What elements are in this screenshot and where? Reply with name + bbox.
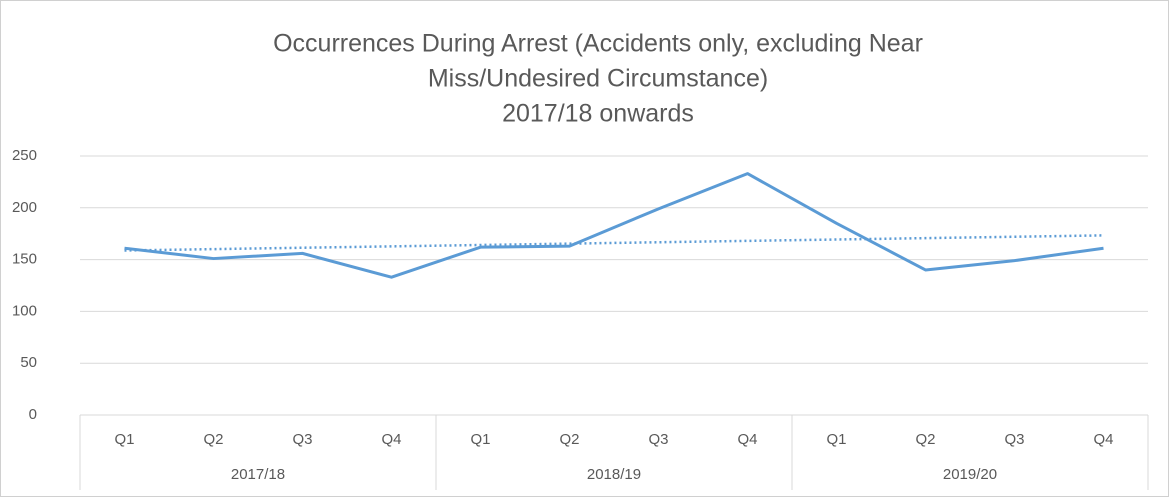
chart-title: Occurrences During Arrest (Accidents onl… — [273, 30, 923, 58]
y-tick-label: 50 — [20, 354, 37, 371]
trendline — [124, 234, 1104, 252]
x-tick-label: Q4 — [381, 431, 401, 448]
y-tick-label: 150 — [12, 251, 37, 268]
x-tick-label: Q1 — [470, 431, 490, 448]
y-tick-label: 250 — [12, 147, 37, 164]
y-tick-label: 200 — [12, 199, 37, 216]
group-label: 2019/20 — [943, 466, 997, 483]
line-series — [124, 172, 1104, 279]
x-tick-label: Q2 — [559, 431, 579, 448]
x-tick-label: Q2 — [203, 431, 223, 448]
group-label: 2017/18 — [231, 466, 285, 483]
chart-title: Miss/Undesired Circumstance) — [428, 65, 768, 93]
group-label: 2018/19 — [587, 466, 641, 483]
chart-title: 2017/18 onwards — [502, 100, 694, 128]
x-tick-label: Q4 — [1093, 431, 1113, 448]
x-tick-label: Q3 — [648, 431, 668, 448]
x-tick-label: Q1 — [114, 431, 134, 448]
y-tick-label: 100 — [12, 302, 37, 319]
x-tick-label: Q3 — [292, 431, 312, 448]
x-tick-label: Q1 — [826, 431, 846, 448]
y-tick-label: 0 — [29, 406, 37, 423]
x-tick-label: Q4 — [737, 431, 757, 448]
x-tick-label: Q2 — [915, 431, 935, 448]
x-tick-label: Q3 — [1004, 431, 1024, 448]
